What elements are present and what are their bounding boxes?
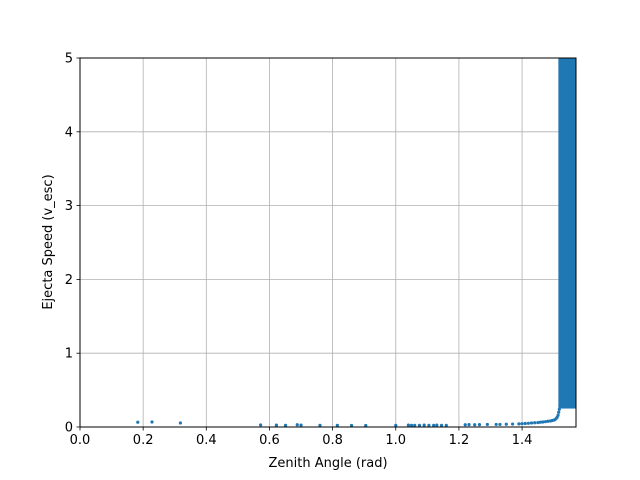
data-point: [439, 423, 444, 427]
data-point: [136, 420, 140, 424]
data-point: [409, 423, 414, 427]
data-point: [274, 423, 279, 427]
data-point: [541, 420, 545, 424]
data-point: [318, 423, 322, 427]
data-point: [432, 423, 436, 427]
dense-point-band: [558, 58, 576, 409]
x-tick-label: 0.0: [70, 433, 91, 448]
data-point: [299, 423, 303, 427]
data-point: [543, 420, 548, 424]
data-point: [422, 423, 426, 427]
y-tick-label: 5: [65, 52, 73, 67]
data-points: [136, 58, 576, 428]
data-point: [477, 423, 482, 427]
data-point: [557, 410, 561, 414]
data-point: [533, 421, 537, 425]
data-point: [494, 422, 498, 427]
x-tick-label: 0.8: [322, 433, 343, 448]
x-tick-label: 0.6: [259, 433, 280, 448]
data-point: [504, 422, 508, 426]
data-point: [295, 423, 299, 427]
data-point: [349, 423, 354, 428]
data-point: [538, 420, 542, 424]
y-tick-label: 0: [65, 421, 73, 436]
data-point: [485, 422, 489, 427]
data-point: [536, 420, 540, 425]
data-point: [526, 421, 530, 425]
data-point: [335, 423, 339, 427]
data-point: [413, 423, 417, 427]
y-axis-label: Ejecta Speed (v_esc): [41, 174, 56, 309]
data-point: [364, 423, 368, 428]
x-tick-label: 1.4: [512, 433, 533, 448]
y-tick-label: 1: [65, 347, 73, 362]
data-point: [558, 403, 562, 408]
data-point: [435, 423, 439, 427]
data-point: [556, 413, 560, 417]
data-point: [283, 423, 288, 427]
data-point: [394, 423, 398, 427]
x-tick-label: 0.2: [133, 433, 154, 448]
data-point: [467, 423, 471, 427]
data-point: [517, 422, 521, 426]
y-axis-ticks: 0 1 2 3 4 5: [65, 52, 80, 436]
data-point: [150, 420, 154, 424]
x-tick-label: 0.4: [196, 433, 217, 448]
x-tick-label: 1.0: [385, 433, 406, 448]
data-point: [473, 423, 477, 427]
data-point: [529, 421, 534, 425]
data-point: [523, 421, 527, 426]
data-point: [259, 423, 263, 427]
data-point: [463, 423, 467, 427]
data-point: [520, 422, 524, 426]
data-point: [178, 421, 183, 425]
data-point: [406, 423, 410, 427]
x-tick-label: 1.2: [449, 433, 470, 448]
x-axis-ticks: 0.0 0.2 0.4 0.6 0.8 1.0 1.2 1.4: [70, 427, 533, 448]
y-tick-label: 2: [65, 273, 73, 288]
data-point: [444, 423, 448, 427]
data-point: [557, 407, 561, 411]
data-point: [427, 423, 431, 427]
data-point: [510, 422, 515, 426]
data-point: [546, 419, 550, 423]
plot-area: [80, 58, 576, 427]
x-axis-label: Zenith Angle (rad): [268, 456, 387, 471]
axes-frame: [79, 57, 577, 428]
data-point: [498, 422, 502, 427]
data-point: [417, 423, 422, 427]
y-tick-label: 4: [65, 125, 73, 140]
y-tick-label: 3: [65, 199, 73, 214]
